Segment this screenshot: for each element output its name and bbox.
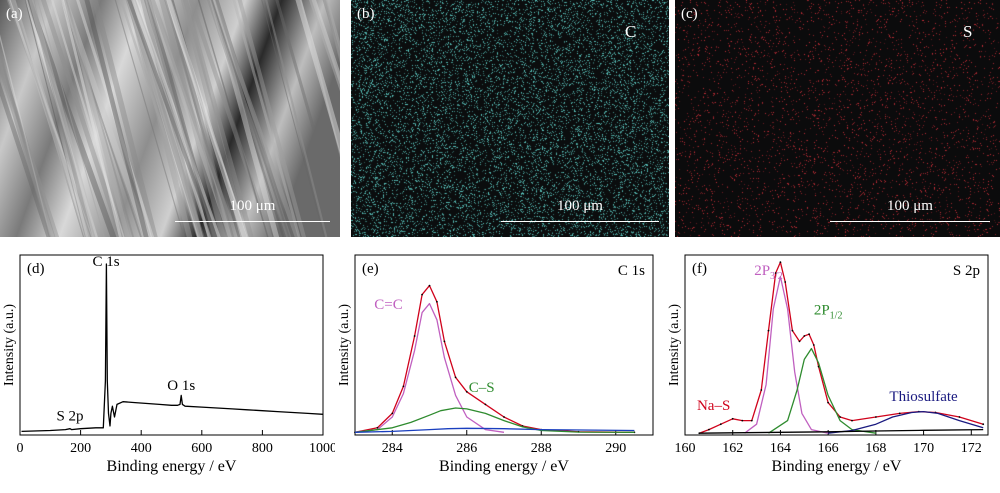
panel-label-c: (c) (681, 6, 698, 23)
data-point (455, 377, 457, 379)
x-tick-label: 160 (675, 441, 696, 456)
y-axis-label: Intensity (a.u.) (667, 304, 682, 386)
panel-label: (f) (692, 261, 707, 277)
x-tick-label: 286 (456, 441, 477, 456)
x-tick-label: 168 (865, 441, 886, 456)
s-map-panel: (c) S 100 μm (675, 0, 1000, 237)
data-point (899, 413, 901, 415)
x-tick-label: 166 (818, 441, 839, 456)
annotation: O 1s (167, 378, 195, 394)
data-point (827, 402, 829, 404)
data-point (959, 416, 961, 418)
series-line-0 (699, 262, 983, 433)
scale-bar-label-b: 100 μm (501, 198, 659, 215)
scale-bar-c (830, 221, 990, 222)
data-point (708, 429, 710, 431)
data-point (485, 404, 487, 406)
annotation: Na–S (697, 398, 730, 414)
panel-label-a: (a) (6, 6, 23, 23)
data-point (808, 333, 810, 335)
c-map-panel: (b) C 100 μm (351, 0, 669, 237)
x-tick-label: 1000 (309, 441, 335, 456)
x-tick-label: 172 (961, 441, 982, 456)
data-point (760, 389, 762, 391)
element-label-b: C (625, 22, 636, 42)
data-point (436, 301, 438, 303)
data-point (792, 330, 794, 332)
data-point (784, 281, 786, 283)
scale-bar-b (501, 221, 659, 222)
data-point (741, 420, 743, 422)
data-point (444, 341, 446, 343)
data-point (751, 420, 753, 422)
data-point (780, 261, 782, 263)
annotation: C–S (469, 380, 495, 396)
plot-frame (685, 255, 988, 435)
x-tick-label: 290 (605, 441, 626, 456)
x-tick-label: 0 (17, 441, 24, 456)
x-tick-label: 284 (382, 441, 403, 456)
data-point (429, 285, 431, 287)
annotation: S 2p (56, 409, 83, 425)
series-line-0 (22, 264, 324, 431)
annotation: Thiosulfate (889, 389, 958, 405)
x-axis-label: Binding energy / eV (772, 458, 902, 475)
data-point (720, 423, 722, 425)
x-tick-label: 164 (770, 441, 791, 456)
y-axis-label: Intensity (a.u.) (337, 304, 352, 386)
series-line-4 (699, 430, 983, 434)
s2p-spectrum-chart: 160 162 164 166 168 170 172 Binding energy / eV… (665, 245, 1000, 493)
data-point (391, 413, 393, 415)
data-point (466, 391, 468, 393)
data-point (403, 386, 405, 388)
data-point (839, 416, 841, 418)
x-tick-label: 288 (531, 441, 552, 456)
data-point (503, 416, 505, 418)
scale-bar-label-c: 100 μm (830, 198, 990, 215)
element-label: S 2p (953, 263, 980, 279)
survey-spectrum-chart: 0 200 400 600 800 1000 Binding energy / eV Inte… (0, 245, 335, 493)
plot-frame (355, 255, 653, 435)
x-tick-label: 200 (70, 441, 91, 456)
x-tick-label: 800 (252, 441, 273, 456)
scale-bar-a (175, 221, 330, 222)
y-axis-label: Intensity (a.u.) (2, 304, 17, 386)
x-tick-label: 170 (913, 441, 934, 456)
sem-image-panel: (a) 100 μm (0, 0, 340, 237)
panel-label: (d) (27, 261, 45, 277)
x-axis-label: Binding energy / eV (439, 458, 569, 475)
x-tick-label: 400 (131, 441, 152, 456)
data-point (732, 418, 734, 420)
series-line-2 (769, 349, 876, 434)
data-point (875, 416, 877, 418)
data-point (768, 330, 770, 332)
c1s-spectrum-chart: 284 286 288 290 Binding energy / eV Intensity… (335, 245, 665, 493)
element-label: C 1s (618, 263, 645, 279)
peak-label: 2P1/2 (814, 302, 843, 321)
data-point (803, 335, 805, 337)
panel-label-b: (b) (357, 6, 375, 23)
data-point (851, 420, 853, 422)
panel-label: (e) (362, 261, 379, 277)
data-point (421, 294, 423, 296)
annotation: C=C (374, 297, 402, 313)
x-axis-label: Binding energy / eV (107, 458, 237, 475)
x-tick-label: 162 (722, 441, 743, 456)
scale-bar-label-a: 100 μm (175, 198, 330, 215)
data-point (813, 344, 815, 346)
x-tick-label: 600 (191, 441, 212, 456)
data-point (799, 341, 801, 343)
data-point (982, 423, 984, 425)
annotation: C 1s (93, 254, 120, 270)
element-label-c: S (963, 22, 972, 42)
data-point (414, 335, 416, 337)
